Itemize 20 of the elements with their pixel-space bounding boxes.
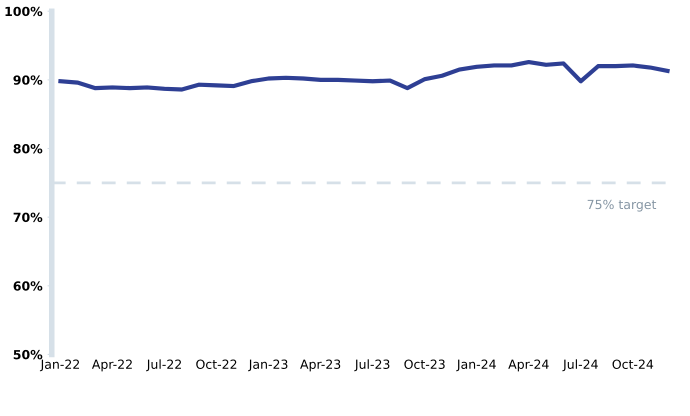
x-tick-label: Oct-22 bbox=[196, 360, 236, 369]
y-tick-label: 60% bbox=[14, 281, 42, 291]
x-tick-label: Jul-22 bbox=[146, 359, 181, 372]
y-tick-label: 80% bbox=[14, 144, 42, 154]
x-tick-label: Oct-24 bbox=[612, 360, 654, 369]
x-tick-label: Jan-23 bbox=[248, 360, 288, 372]
x-tick-label: Apr-23 bbox=[300, 360, 340, 372]
x-tick-label: Jul-24 bbox=[562, 359, 598, 372]
x-tick-label: Jan-24 bbox=[456, 360, 496, 372]
x-tick-label: Jul-23 bbox=[354, 359, 390, 372]
x-tick-label: Oct-23 bbox=[404, 360, 445, 369]
x-tick-label: Apr-22 bbox=[92, 360, 132, 372]
y-tick-label: 50% bbox=[14, 350, 42, 360]
ref-line-label: 75% target bbox=[588, 200, 656, 212]
x-tick-label: Jan-22 bbox=[40, 360, 80, 372]
y-tick-label: 100% bbox=[6, 6, 42, 16]
x-tick-label: Apr-24 bbox=[508, 360, 549, 372]
y-tick-label: 70% bbox=[14, 212, 42, 222]
y-tick-label: 90% bbox=[13, 75, 42, 85]
line-series bbox=[58, 60, 670, 92]
